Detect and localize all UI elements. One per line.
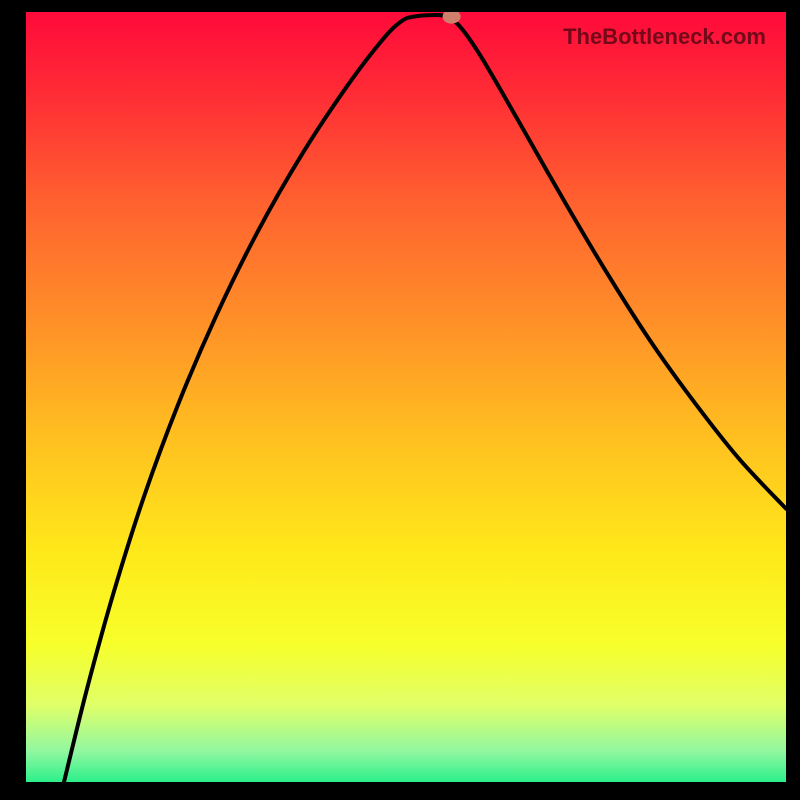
plot-area: TheBottleneck.com: [26, 12, 786, 782]
chart-frame: TheBottleneck.com: [0, 0, 800, 800]
curve-path: [64, 15, 786, 782]
bottleneck-curve: [26, 12, 786, 782]
